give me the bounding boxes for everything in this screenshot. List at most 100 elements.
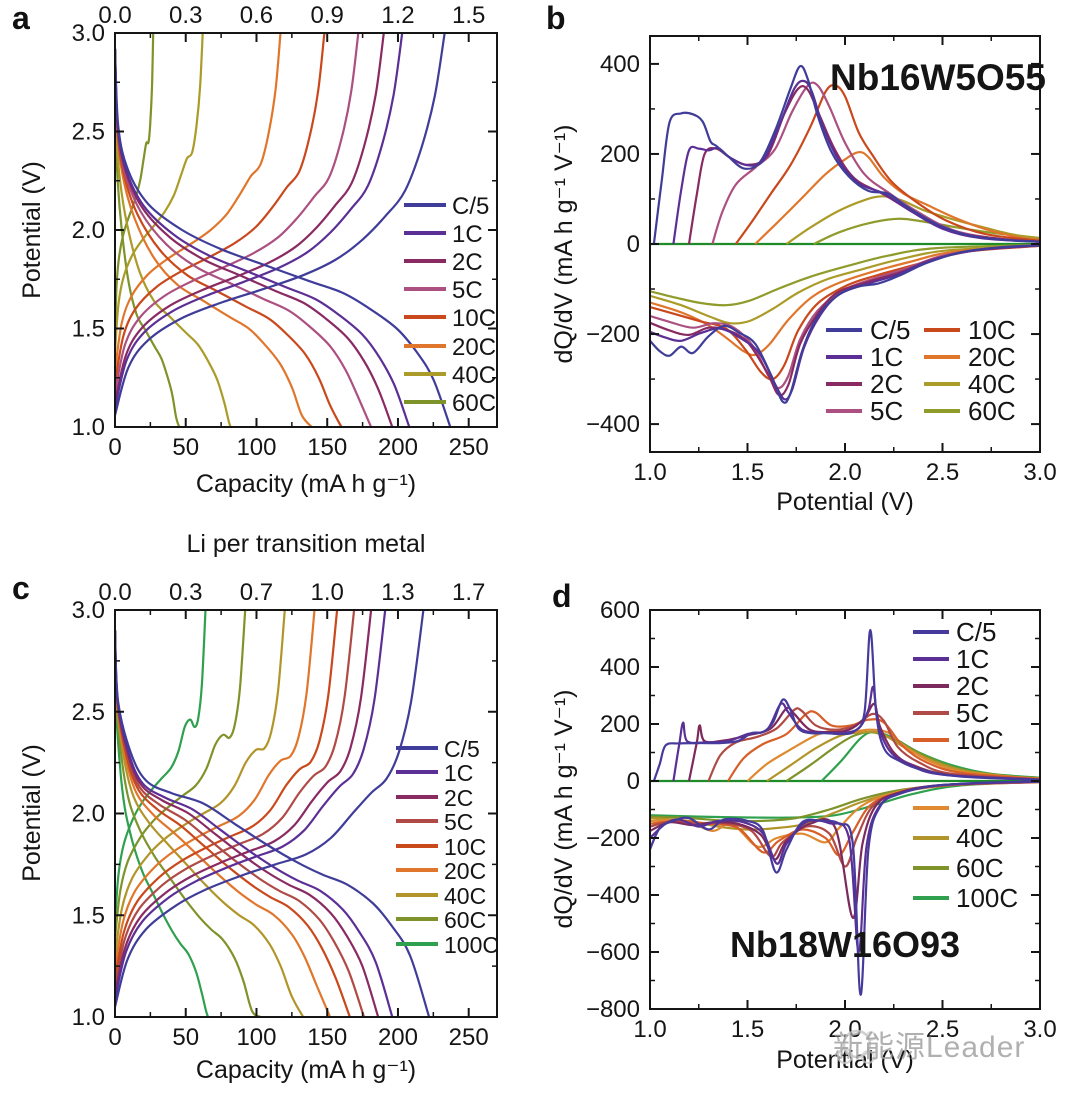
a-curve-40C-charge — [115, 33, 204, 352]
legend-label-20C: 20C — [968, 342, 1016, 372]
svg-text:−400: −400 — [586, 882, 640, 909]
ylabel-c: Potential (V) — [18, 744, 46, 882]
b-curve-10C-anodic — [734, 84, 1040, 245]
panel-c: 0 50 100 150 200 250 1.0 1.5 2.0 2.5 3.00.0 0.3 0.7 1… — [18, 530, 499, 1084]
b-curve-20C-anodic — [754, 151, 1040, 245]
axes-frame-a — [114, 32, 498, 428]
xlabel-c: Capacity (mA h g⁻¹) — [196, 1056, 416, 1084]
ylabel-d: dQ/dV (mA h g⁻¹ V⁻¹) — [550, 690, 578, 929]
c-curve-40C-discharge — [115, 630, 305, 1017]
tick-labels-b: 1.0 1.5 2.0 2.5 3.0 −400 −200 0 200 400 — [586, 51, 1057, 486]
panel-label-b: b — [546, 0, 566, 36]
legend-label-C/5: C/5 — [444, 736, 480, 762]
a-curve-5C-charge — [115, 33, 360, 394]
svg-text:1.3: 1.3 — [381, 579, 414, 606]
svg-text:200: 200 — [378, 1024, 418, 1051]
a-curve-C/5-charge — [115, 33, 446, 416]
legend-label-10C: 10C — [452, 305, 496, 332]
svg-text:0.7: 0.7 — [240, 579, 273, 606]
legend-label-40C: 40C — [452, 362, 496, 389]
compound-title-b: Nb16W5O55 — [830, 57, 1046, 98]
xlabel-d: Potential (V) — [776, 1046, 914, 1074]
a-curve-40C-discharge — [115, 48, 237, 427]
a-curve-60C-charge — [115, 33, 155, 334]
c-curve-5C-discharge — [115, 630, 366, 1017]
svg-text:0.3: 0.3 — [169, 579, 202, 606]
d-curve-10C-anodic — [727, 710, 1040, 782]
svg-text:1.2: 1.2 — [381, 2, 414, 29]
svg-text:0: 0 — [627, 768, 640, 795]
legend-label-5C: 5C — [956, 698, 989, 728]
svg-text:2.0: 2.0 — [72, 217, 105, 244]
svg-text:1.5: 1.5 — [72, 316, 105, 343]
ylabel-b: dQ/dV (mA h g⁻¹ V⁻¹) — [550, 125, 578, 364]
svg-text:150: 150 — [307, 1024, 347, 1051]
legend-label-10C: 10C — [956, 725, 1004, 755]
legend-label-60C: 60C — [968, 396, 1016, 426]
d-curve-2C-cathodic — [650, 780, 1040, 919]
svg-text:2.5: 2.5 — [926, 459, 959, 486]
svg-text:−200: −200 — [586, 321, 640, 348]
ticks-a — [114, 32, 497, 428]
top-axis-label-c: Li per transition metal — [186, 530, 425, 558]
svg-text:1.0: 1.0 — [633, 459, 666, 486]
plot-area-d — [650, 628, 1040, 996]
svg-text:250: 250 — [449, 434, 489, 461]
a-curve-2C-charge — [115, 33, 385, 404]
svg-text:0.9: 0.9 — [311, 2, 344, 29]
plot-area-b — [650, 64, 1040, 404]
svg-text:2.0: 2.0 — [828, 459, 861, 486]
b-curve-1C-anodic — [672, 79, 1040, 245]
svg-text:0.3: 0.3 — [169, 2, 202, 29]
c-curve-100C-discharge — [115, 630, 214, 1017]
svg-text:2.0: 2.0 — [828, 1016, 861, 1043]
b-curve-C/5-cathodic — [650, 244, 1040, 404]
svg-text:1.0: 1.0 — [72, 414, 105, 441]
legend-label-2C: 2C — [444, 785, 473, 811]
legend-label-5C: 5C — [452, 277, 483, 304]
legend-label-5C: 5C — [444, 809, 473, 835]
svg-text:2.5: 2.5 — [72, 119, 105, 146]
svg-text:1.5: 1.5 — [72, 902, 105, 929]
b-curve-40C-cathodic — [650, 244, 1040, 325]
svg-text:1.7: 1.7 — [452, 579, 485, 606]
svg-text:0.0: 0.0 — [98, 579, 131, 606]
c-curve-1C-charge — [115, 610, 387, 1000]
svg-text:3.0: 3.0 — [72, 20, 105, 47]
a-curve-1C-discharge — [115, 48, 411, 427]
legend-label-C/5: C/5 — [956, 617, 996, 647]
svg-text:400: 400 — [600, 51, 640, 78]
panel-a: 0 50 100 150 200 250 1.0 1.5 2.0 2.5 3.00.0 0.3 0.6 0… — [18, 2, 498, 498]
legend-label-100C: 100C — [444, 932, 499, 958]
compound-title-d: Nb18W16O93 — [730, 924, 960, 965]
svg-text:200: 200 — [378, 434, 418, 461]
xlabel-a: Capacity (mA h g⁻¹) — [196, 470, 416, 498]
svg-text:3.0: 3.0 — [72, 597, 105, 624]
legend-label-40C: 40C — [968, 369, 1016, 399]
svg-text:1.0: 1.0 — [311, 579, 344, 606]
c-curve-C/5-charge — [115, 610, 425, 1008]
svg-text:0: 0 — [108, 434, 121, 461]
b-curve-C/5-anodic — [652, 64, 1040, 245]
svg-text:3.0: 3.0 — [1023, 1016, 1056, 1043]
b-curve-60C-anodic — [813, 217, 1040, 245]
svg-text:400: 400 — [600, 654, 640, 681]
svg-text:150: 150 — [307, 434, 347, 461]
svg-text:0.0: 0.0 — [98, 2, 131, 29]
c-curve-40C-charge — [115, 610, 286, 957]
legend-label-1C: 1C — [444, 760, 473, 786]
svg-text:100: 100 — [236, 434, 276, 461]
c-curve-1C-discharge — [115, 630, 394, 1017]
panel-d: 1.0 1.5 2.0 2.5 3.0 −800 −600 −400 −200 0 200 400 60… — [550, 597, 1057, 1074]
svg-text:2.5: 2.5 — [926, 1016, 959, 1043]
svg-text:−800: −800 — [586, 996, 640, 1023]
c-curve-20C-charge — [115, 610, 316, 969]
a-curve-10C-charge — [115, 33, 326, 384]
svg-text:2.5: 2.5 — [72, 699, 105, 726]
legend-label-60C: 60C — [956, 853, 1004, 883]
svg-text:1.5: 1.5 — [731, 459, 764, 486]
legend-label-1C: 1C — [956, 644, 989, 674]
legend-label-20C: 20C — [444, 858, 486, 884]
